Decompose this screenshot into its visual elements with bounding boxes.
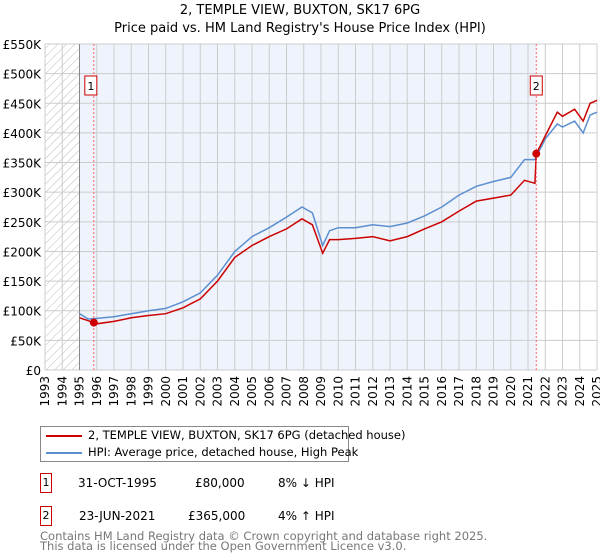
footer-line: Contains HM Land Registry data © Crown c… <box>40 529 488 543</box>
marker-badge <box>529 75 543 96</box>
y-tick-label: £50K <box>10 334 42 348</box>
transaction-price: £365,000 <box>188 509 246 523</box>
y-tick-label: £200K <box>3 245 43 259</box>
y-tick-label: £550K <box>3 38 43 52</box>
x-tick-label: 2001 <box>176 376 190 407</box>
ownership-shade <box>79 44 537 370</box>
x-tick-label: 1995 <box>73 376 87 407</box>
y-tick-label: £300K <box>3 186 43 200</box>
x-tick-label: 1996 <box>90 376 104 407</box>
sale-point <box>89 318 98 327</box>
y-tick-label: £0 <box>26 364 41 378</box>
y-tick-label: £500K <box>3 68 43 82</box>
x-tick-label: 2007 <box>280 376 294 407</box>
x-tick-label: 2008 <box>297 376 311 407</box>
marker-badge-label: 1 <box>87 80 94 93</box>
chart-title: 2, TEMPLE VIEW, BUXTON, SK17 6PG <box>180 3 420 18</box>
x-tick-label: 1994 <box>55 376 69 407</box>
x-tick-label: 2019 <box>487 376 501 407</box>
legend-label: 2, TEMPLE VIEW, BUXTON, SK17 6PG (detach… <box>88 428 406 442</box>
x-tick-label: 1993 <box>38 376 52 407</box>
y-tick-label: £250K <box>3 216 43 230</box>
legend-swatch <box>46 452 82 454</box>
x-tick-label: 2003 <box>211 376 225 407</box>
x-tick-label: 2018 <box>469 376 483 407</box>
x-tick-label: 2017 <box>452 376 466 407</box>
footer-line: This data is licensed under the Open Gov… <box>40 539 407 553</box>
y-tick-label: £400K <box>3 127 43 141</box>
y-tick-label: £350K <box>3 157 43 171</box>
x-tick-label: 2022 <box>538 376 552 407</box>
x-tick-label: 2013 <box>383 376 397 407</box>
x-tick-label: 2010 <box>331 376 345 407</box>
x-tick-label: 2015 <box>418 376 432 407</box>
y-tick-label: £450K <box>3 97 43 111</box>
x-tick-label: 2016 <box>435 376 449 407</box>
x-tick-label: 2000 <box>159 376 173 407</box>
x-tick-label: 1997 <box>107 376 121 407</box>
x-tick-label: 2004 <box>228 376 242 407</box>
series-line <box>79 99 598 325</box>
sale-point <box>532 149 541 158</box>
x-tick-label: 1998 <box>124 376 138 407</box>
x-tick-label: 2014 <box>400 376 414 407</box>
legend-label: HPI: Average price, detached house, High… <box>88 445 359 459</box>
marker-badge-label: 2 <box>533 80 540 93</box>
transaction-date: 23-JUN-2021 <box>79 509 156 523</box>
price-chart: 2, TEMPLE VIEW, BUXTON, SK17 6PG Price p… <box>3 3 600 407</box>
x-tick-label: 2020 <box>504 376 518 407</box>
x-tick-label: 2021 <box>521 376 535 407</box>
transaction-date: 31-OCT-1995 <box>78 476 157 490</box>
series-line <box>79 111 598 320</box>
marker-badge <box>84 75 98 96</box>
x-tick-label: 2005 <box>245 376 259 407</box>
y-tick-label: £150K <box>3 275 43 289</box>
y-tick-label: £100K <box>3 305 43 319</box>
chart-subtitle: Price paid vs. HM Land Registry's House … <box>114 21 486 36</box>
x-tick-label: 1999 <box>142 376 156 407</box>
x-tick-label: 2002 <box>193 376 207 407</box>
x-tick-label: 2012 <box>366 376 380 407</box>
transaction-hpi: 4% ↑ HPI <box>278 509 335 523</box>
x-tick-label: 2024 <box>573 376 587 407</box>
x-tick-label: 2009 <box>314 376 328 407</box>
x-tick-label: 2023 <box>556 376 570 407</box>
marker-badge: 2 <box>40 506 52 526</box>
footer: Contains HM Land Registry data © Crown c… <box>40 529 488 553</box>
x-tick-label: 2011 <box>349 376 363 407</box>
marker-badge: 1 <box>40 473 52 493</box>
transaction-price: £80,000 <box>195 476 245 490</box>
chart-legend: 2, TEMPLE VIEW, BUXTON, SK17 6PG (detach… <box>40 426 405 462</box>
x-tick-label: 2006 <box>262 376 276 407</box>
transaction-hpi: 8% ↓ HPI <box>278 476 335 490</box>
x-tick-label: 2025 <box>590 376 600 407</box>
legend-swatch <box>46 435 82 437</box>
